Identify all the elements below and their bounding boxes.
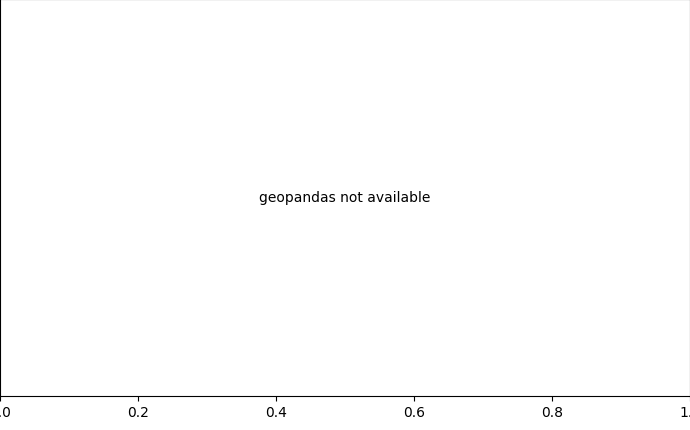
Text: geopandas not available: geopandas not available xyxy=(259,191,431,205)
